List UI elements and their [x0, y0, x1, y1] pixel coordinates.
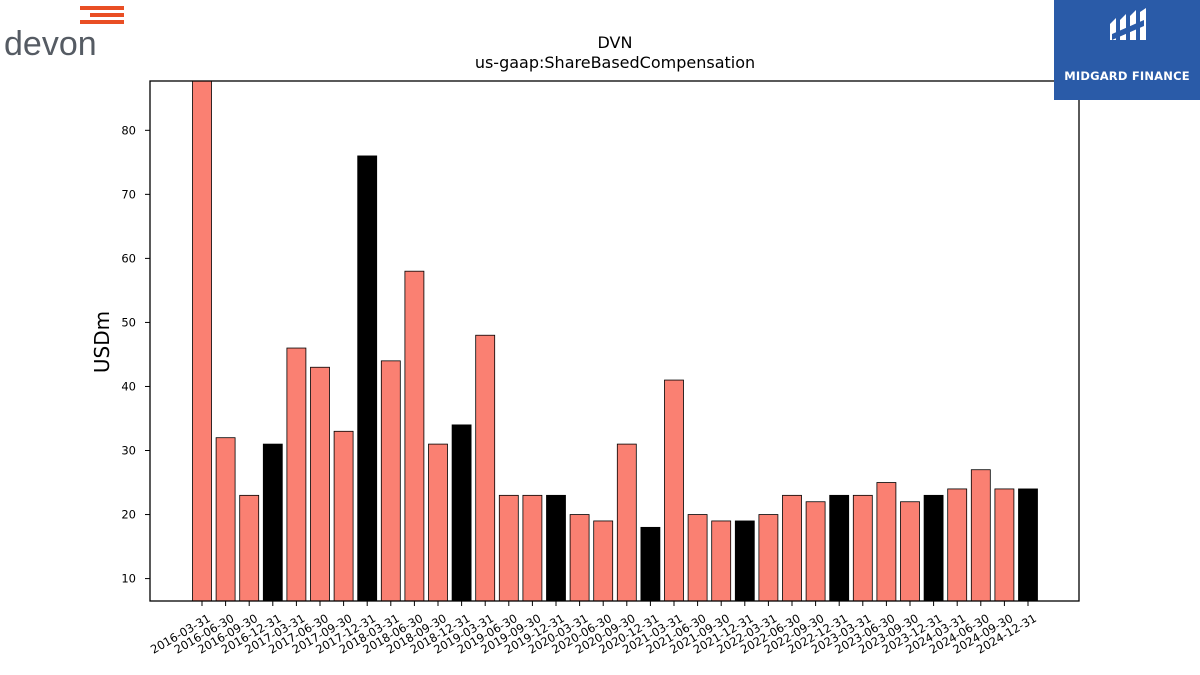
bar-2021-12-31 [734, 520, 755, 602]
bar-2024-03-31 [947, 488, 968, 602]
bar-2019-06-30 [498, 494, 519, 602]
bar-2021-09-30 [711, 520, 732, 602]
bar-2022-12-31 [829, 494, 850, 602]
y-tick-label: 50 [121, 315, 136, 329]
bar-2023-09-30 [900, 501, 920, 602]
y-tick-label: 60 [121, 251, 136, 265]
devon-logo-icon: devon [4, 6, 124, 63]
chart-subtitle: us-gaap:ShareBasedCompensation [475, 53, 755, 72]
bar-2020-06-30 [593, 520, 614, 602]
plot-frame [149, 80, 1080, 602]
y-tick-label: 10 [121, 572, 136, 586]
bar-2021-06-30 [687, 514, 708, 602]
y-tick-label: 70 [121, 187, 136, 201]
bar-2019-09-30 [522, 494, 543, 602]
bar-2023-12-31 [923, 494, 944, 602]
bar-2023-06-30 [876, 482, 897, 602]
chart-title: DVN [598, 33, 633, 52]
y-axis-label: USDm [90, 311, 114, 373]
devon-logo: devon [4, 4, 128, 63]
midgard-finance-logo: MIDGARD FINANCE [1054, 0, 1200, 100]
bar-2020-12-31 [640, 526, 661, 602]
bar-2018-09-30 [428, 443, 448, 602]
bar-2021-03-31 [664, 379, 684, 602]
y-tick-label: 80 [121, 123, 136, 137]
bar-2017-06-30 [310, 366, 330, 602]
bar-2019-03-31 [475, 334, 496, 602]
y-axis-ticks: 10 20 30 40 50 60 70 80 [121, 123, 150, 586]
bar-2019-12-31 [546, 494, 566, 602]
bar-2017-12-31 [357, 155, 378, 602]
y-tick-label: 40 [121, 379, 136, 393]
y-tick-label: 20 [121, 508, 136, 522]
midgard-logo-mark-icon [1110, 8, 1146, 40]
bars-group [192, 80, 1038, 602]
bar-2017-03-31 [286, 347, 307, 602]
bar-2017-09-30 [333, 430, 354, 602]
bar-2016-06-30 [215, 437, 236, 602]
bar-2018-06-30 [404, 270, 425, 602]
bar-2024-06-30 [970, 469, 991, 602]
bar-2022-06-30 [782, 494, 802, 602]
bar-2020-03-31 [569, 514, 590, 602]
bar-2018-03-31 [380, 360, 401, 602]
bar-2024-09-30 [994, 488, 1015, 602]
bar-2018-12-31 [451, 424, 472, 602]
bar-2016-12-31 [262, 443, 283, 602]
bar-2020-09-30 [616, 443, 637, 602]
bar-2022-09-30 [805, 501, 826, 602]
bar-2023-03-31 [852, 494, 873, 602]
bar-2022-03-31 [758, 514, 779, 602]
bar-2016-03-31 [192, 80, 212, 602]
midgard-logo-text: MIDGARD FINANCE [1064, 69, 1190, 83]
bar-2024-12-31 [1018, 488, 1038, 602]
devon-logo-text: devon [4, 25, 97, 60]
bar-2016-09-30 [239, 494, 260, 602]
x-axis-ticks: 2016-03-312016-06-302016-09-302016-12-31… [148, 601, 1039, 657]
y-tick-label: 30 [121, 444, 136, 458]
